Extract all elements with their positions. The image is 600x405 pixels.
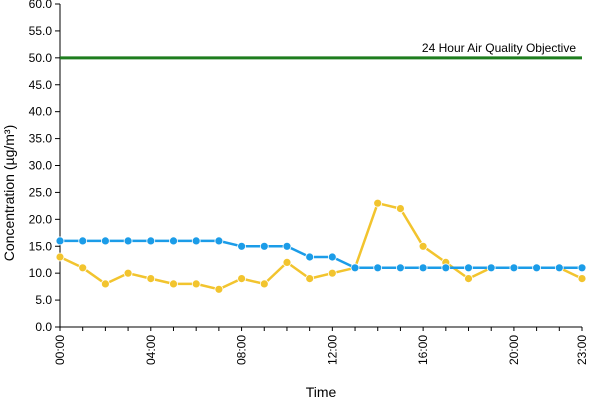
series-0-line [60,239,582,270]
series-1-point [418,241,428,251]
series-0-point [55,236,65,246]
series-1 [55,198,587,294]
x-tick-label: 12:00 [325,335,339,365]
series-1-point [577,274,587,284]
series-0-point [214,236,224,246]
series-0-point [532,263,541,273]
x-tick-label: 04:00 [144,335,158,365]
x-tick-label: 08:00 [235,335,249,365]
x-tick-label: 23:00 [575,335,589,365]
series-1-line [59,201,583,291]
series-1-point [101,279,110,289]
series-0-point [486,263,496,273]
series-0-point [350,263,360,273]
x-tick-label: 16:00 [416,335,430,365]
series-1-point [464,274,473,284]
series-0-point [123,236,133,246]
x-tick-label: 00:00 [53,335,67,365]
y-tick-label: 50.0 [29,51,53,65]
series-1-point [191,279,201,289]
series-0-point [237,241,247,251]
series-1-point [55,252,65,262]
series-1-point [237,274,247,284]
y-tick-label: 5.0 [35,293,52,307]
series-1-point [78,263,88,273]
reference-line-label: 24 Hour Air Quality Objective [422,41,576,55]
series-0-point [146,236,156,246]
axes: 0.0 5.0 10.0 15.0 20.0 25.0 30.0 35.0 40.0 45.0 50… [29,0,589,365]
series-1-point [282,257,292,267]
series-0-point [554,263,564,273]
series-1-point [123,268,133,278]
series-0-point [327,252,337,262]
y-tick-label: 55.0 [29,24,53,38]
y-tick-label: 10.0 [29,266,53,280]
series-1-point [395,204,405,214]
series-0-point [441,263,451,273]
y-axis-title: Concentration (µg/m³) [1,125,17,261]
y-tick-label: 25.0 [29,185,53,199]
series-1-point [169,279,178,289]
series-0 [55,236,587,273]
y-tick-label: 0.0 [35,320,52,334]
series-0-point [373,263,383,273]
y-tick-label: 15.0 [29,239,53,253]
x-tick-label: 20:00 [507,335,521,365]
series-1-point [146,274,156,284]
y-tick-label: 30.0 [29,159,53,173]
series-0-point [259,241,269,251]
series-group [55,198,587,294]
series-0-point [395,263,405,273]
series-1-point [373,198,383,208]
series-0-point [509,263,519,273]
series-0-point [282,241,292,251]
y-tick-label: 60.0 [29,0,53,11]
y-tick-label: 45.0 [29,78,53,92]
y-tick-label: 20.0 [29,212,53,226]
series-0-point [577,263,587,273]
series-0-point [101,236,110,246]
series-0-point [78,236,88,246]
series-0-point [464,263,473,273]
series-1-point [305,274,315,284]
x-axis-title: Time [306,384,337,400]
series-1-point [214,284,224,294]
series-0-point [169,236,178,246]
y-tick-label: 35.0 [29,132,53,146]
series-0-point [191,236,201,246]
series-1-point [327,268,337,278]
y-tick-label: 40.0 [29,105,53,119]
series-0-point [305,252,315,262]
series-0-point [418,263,428,273]
series-1-point [259,279,269,289]
